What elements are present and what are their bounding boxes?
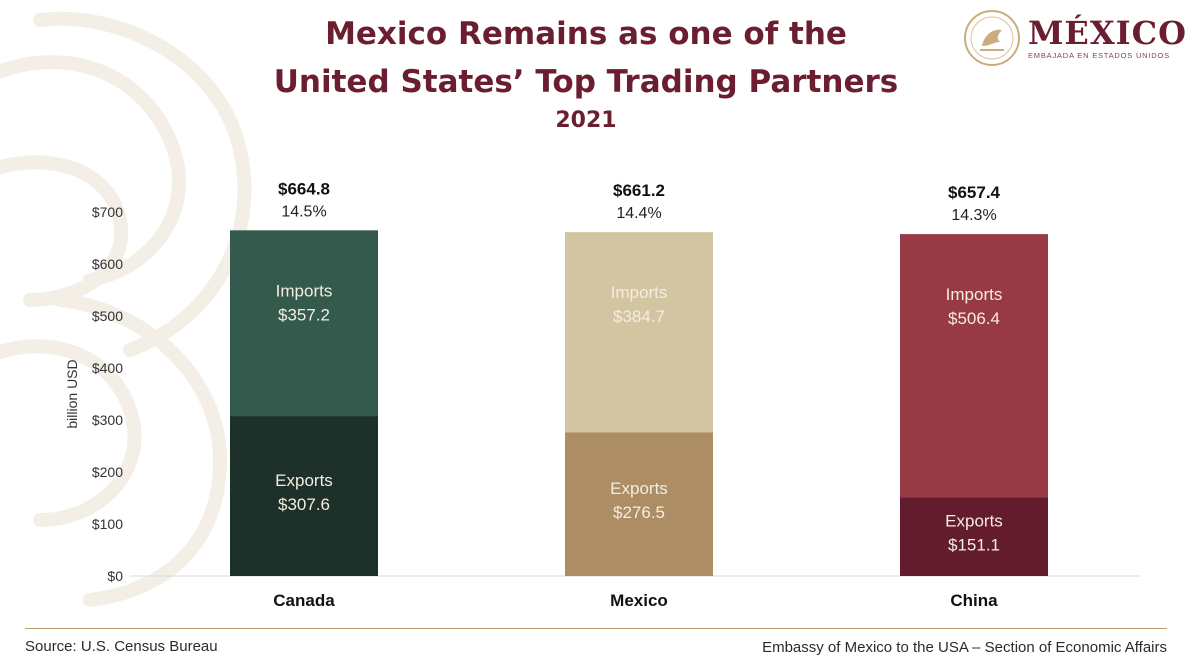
bar-exports-canada [230,416,378,576]
x-tick-label: Canada [273,591,335,610]
bar-exports-china [900,497,1048,576]
bar-exports-mexico [565,432,713,576]
x-tick-label: Mexico [610,591,668,610]
logo-subtitle: EMBAJADA EN ESTADOS UNIDOS [1028,51,1170,60]
chart-title-line2: United States’ Top Trading Partners [273,64,899,100]
mexico-coat-of-arms-icon [964,10,1020,66]
share-label: 14.3% [951,207,996,224]
y-axis-label: billion USD [64,359,80,428]
segment-name-label: Imports [276,281,333,300]
source-note: Source: U.S. Census Bureau [25,638,218,655]
segment-value-label: $151.1 [948,536,1000,555]
bar-imports-china [900,234,1048,498]
embassy-logo: MÉXICO EMBAJADA EN ESTADOS UNIDOS [962,8,1186,68]
segment-value-label: $384.7 [613,307,665,326]
bar-imports-mexico [565,232,713,433]
y-tick-label: $500 [92,308,123,324]
y-tick-label: $600 [92,256,123,272]
chart-title-line1: Mexico Remains as one of the [325,16,847,52]
segment-value-label: $357.2 [278,305,330,324]
y-tick-label: $0 [107,568,123,584]
total-value-label: $657.4 [948,183,1001,202]
segment-name-label: Exports [275,471,333,490]
y-tick-label: $200 [92,464,123,480]
share-label: 14.5% [281,203,326,220]
y-tick-label: $700 [92,204,123,220]
segment-name-label: Exports [610,479,668,498]
total-value-label: $661.2 [613,181,665,200]
footer-divider [25,628,1167,629]
segment-name-label: Imports [946,285,1003,304]
credit-note: Embassy of Mexico to the USA – Section o… [762,639,1167,656]
segment-value-label: $506.4 [948,309,1000,328]
y-tick-label: $300 [92,412,123,428]
y-tick-label: $400 [92,360,123,376]
share-label: 14.4% [616,205,661,222]
segment-name-label: Imports [611,283,668,302]
logo-wordmark: MÉXICO [1028,14,1187,52]
y-tick-label: $100 [92,516,123,532]
segment-value-label: $276.5 [613,503,665,522]
total-value-label: $664.8 [278,179,330,198]
segment-value-label: $307.6 [278,495,330,514]
x-tick-label: China [950,591,998,610]
bar-imports-canada [230,230,378,417]
segment-name-label: Exports [945,512,1003,531]
chart-year: 2021 [555,108,617,133]
